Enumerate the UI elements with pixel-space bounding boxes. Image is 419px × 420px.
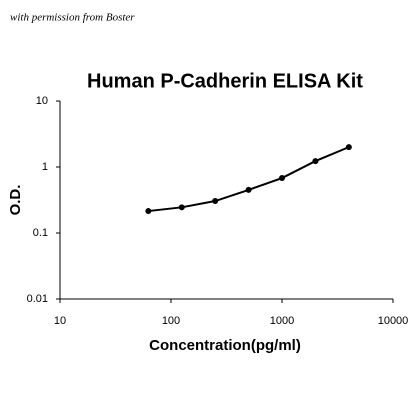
data-point: [279, 175, 285, 182]
y-tick-label: 1: [42, 161, 48, 173]
chart-title: Human P-Cadherin ELISA Kit: [87, 70, 363, 92]
x-tick-label: 100: [162, 315, 180, 327]
x-tick-label: 10: [54, 315, 66, 327]
data-point: [345, 144, 352, 151]
y-tick-label: 0.1: [33, 227, 48, 239]
watermark: with permission from Boster: [10, 12, 135, 24]
series-line: [148, 146, 350, 213]
data-point: [145, 208, 152, 215]
x-tick-label: 10000: [378, 315, 409, 327]
y-tick-label: 10: [36, 95, 48, 107]
data-point: [245, 186, 252, 193]
x-axis-label: Concentration(pg/ml): [149, 337, 301, 354]
data-point: [312, 158, 319, 165]
y-axis-label: O.D.: [7, 185, 24, 216]
data-point: [212, 198, 219, 205]
y-tick-label: 0.01: [27, 293, 48, 305]
x-tick-label: 1000: [270, 315, 294, 327]
data-point: [178, 204, 185, 211]
